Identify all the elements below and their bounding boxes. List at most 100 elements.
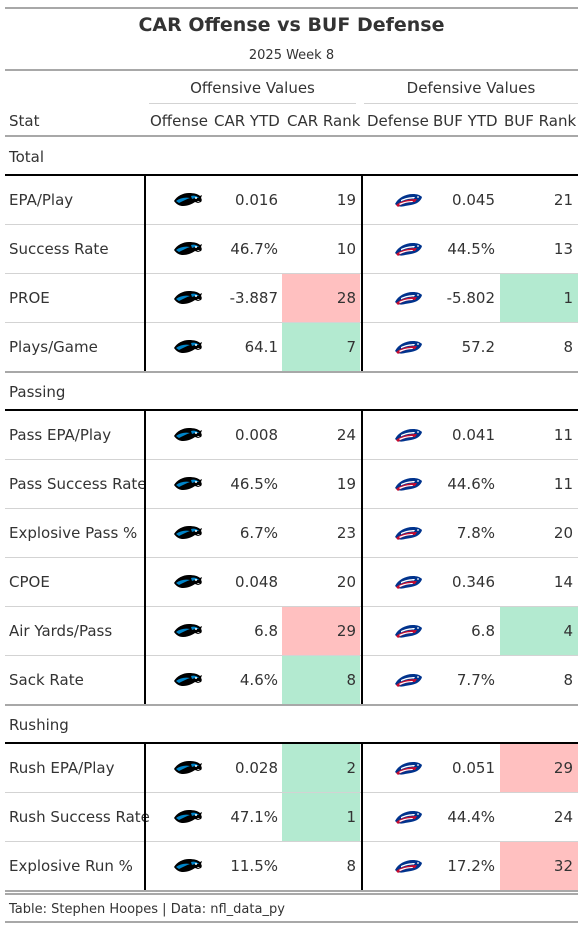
row-divider: [5, 606, 578, 607]
defense-column-border: [361, 409, 363, 704]
table-row: CPOE 0.048 20 0.346 14: [5, 558, 578, 607]
panthers-logo-icon: [173, 807, 203, 827]
buf-rank-value: 11: [553, 426, 573, 444]
panthers-logo-icon: [173, 474, 203, 494]
buf-rank-value: 11: [553, 475, 573, 493]
table-row: Plays/Game 64.1 7 57.2 8: [5, 323, 578, 372]
buf-ytd-value: 0.346: [452, 573, 495, 591]
table-bottom-rule: [5, 893, 578, 895]
row-divider: [5, 557, 578, 558]
bills-logo-icon: [393, 807, 423, 827]
bills-logo-icon: [393, 523, 423, 543]
car-rank-value: 1: [346, 808, 356, 826]
column-header-buf-ytd: BUF YTD: [433, 112, 498, 130]
group-rule: [5, 409, 578, 411]
column-header-offense: Offense: [150, 112, 208, 130]
car-rank-value: 19: [336, 475, 356, 493]
column-header-car-rank: CAR Rank: [287, 112, 361, 130]
buf-ytd-value: 44.4%: [447, 808, 495, 826]
group-rule: [5, 742, 578, 744]
row-divider: [5, 792, 578, 793]
buf-rank-value: 24: [553, 808, 573, 826]
panthers-logo-icon: [173, 758, 203, 778]
buf-ytd-value: 7.7%: [456, 671, 495, 689]
table-row: Rush Success Rate 47.1% 1 44.4% 24: [5, 793, 578, 842]
spanner-defensive-values: Defensive Values: [406, 79, 536, 97]
buf-rank-value: 8: [563, 671, 573, 689]
bills-logo-icon: [393, 337, 423, 357]
buf-rank-value: 32: [553, 857, 573, 875]
table-row: Pass Success Rate 46.5% 19 44.6% 11: [5, 460, 578, 509]
group-label-rushing: Rushing: [9, 716, 69, 734]
buf-rank-value: 29: [553, 759, 573, 777]
buf-ytd-value: 44.5%: [447, 240, 495, 258]
car-rank-value: 8: [346, 857, 356, 875]
column-header-rule: [5, 135, 578, 137]
stat-name: Pass Success Rate: [9, 475, 147, 493]
group-label-total: Total: [9, 148, 45, 166]
panthers-logo-icon: [173, 337, 203, 357]
stat-name: Air Yards/Pass: [9, 622, 113, 640]
car-rank-value: 2: [346, 759, 356, 777]
buf-rank-value: 20: [553, 524, 573, 542]
table-row: Explosive Run % 11.5% 8 17.2% 32: [5, 842, 578, 891]
car-ytd-value: 47.1%: [230, 808, 278, 826]
panthers-logo-icon: [173, 288, 203, 308]
table-subtitle: 2025 Week 8: [248, 48, 335, 63]
buf-rank-value: 1: [563, 289, 573, 307]
buf-rank-value: 21: [553, 191, 573, 209]
bills-logo-icon: [393, 239, 423, 259]
bills-logo-icon: [393, 621, 423, 641]
column-header-buf-rank: BUF Rank: [504, 112, 577, 130]
table-row: Explosive Pass % 6.7% 23 7.8% 20: [5, 509, 578, 558]
car-ytd-value: 11.5%: [230, 857, 278, 875]
bottom-rule: [5, 921, 578, 923]
stat-name: Rush EPA/Play: [9, 759, 115, 777]
buf-ytd-value: 7.8%: [456, 524, 495, 542]
panthers-logo-icon: [173, 239, 203, 259]
offense-column-border: [144, 409, 146, 704]
table-row: EPA/Play 0.016 19 0.045 21: [5, 176, 578, 225]
stat-name: PROE: [9, 289, 50, 307]
buf-ytd-value: 0.041: [452, 426, 495, 444]
buf-rank-highlight: [500, 274, 578, 323]
bills-logo-icon: [393, 474, 423, 494]
group-rule: [5, 174, 578, 176]
row-divider: [5, 459, 578, 460]
stat-name: Sack Rate: [9, 671, 84, 689]
buf-rank-highlight: [500, 744, 578, 793]
heading-rule: [5, 69, 578, 71]
panthers-logo-icon: [173, 572, 203, 592]
stat-name: EPA/Play: [9, 191, 74, 209]
bills-logo-icon: [393, 572, 423, 592]
buf-ytd-value: 0.045: [452, 191, 495, 209]
car-rank-value: 29: [336, 622, 356, 640]
spanner-defense-line: [364, 103, 578, 104]
car-rank-value: 20: [336, 573, 356, 591]
stat-name: CPOE: [9, 573, 50, 591]
stat-name: Explosive Run %: [9, 857, 133, 875]
buf-ytd-value: 6.8: [471, 622, 495, 640]
spanner-offense-line: [149, 103, 356, 104]
car-rank-value: 8: [346, 671, 356, 689]
panthers-logo-icon: [173, 190, 203, 210]
car-rank-highlight: [282, 744, 360, 793]
buf-ytd-value: 44.6%: [447, 475, 495, 493]
bills-logo-icon: [393, 425, 423, 445]
car-rank-highlight: [282, 607, 360, 656]
car-ytd-value: 46.7%: [230, 240, 278, 258]
table-title: CAR Offense vs BUF Defense: [138, 14, 445, 36]
table-row: Air Yards/Pass 6.8 29 6.8 4: [5, 607, 578, 656]
car-ytd-value: -3.887: [229, 289, 278, 307]
buf-ytd-value: 17.2%: [447, 857, 495, 875]
stat-name: Explosive Pass %: [9, 524, 138, 542]
car-ytd-value: 6.7%: [239, 524, 278, 542]
table-row: PROE -3.887 28 -5.802 1: [5, 274, 578, 323]
source-note: Table: Stephen Hoopes | Data: nfl_data_p…: [9, 902, 285, 917]
row-divider: [5, 322, 578, 323]
group-end-rule: [5, 704, 578, 706]
defense-column-border: [361, 742, 363, 890]
table-row: Rush EPA/Play 0.028 2 0.051 29: [5, 744, 578, 793]
group-end-rule: [5, 371, 578, 373]
panthers-logo-icon: [173, 621, 203, 641]
